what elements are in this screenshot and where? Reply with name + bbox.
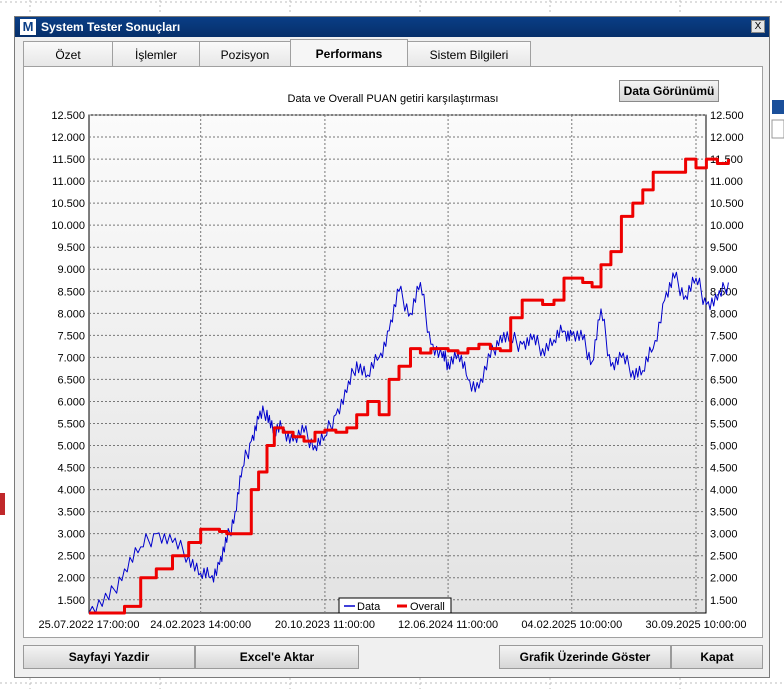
y-tick-label-left: 2.000	[57, 573, 85, 585]
app-logo-icon: M	[20, 19, 36, 35]
y-tick-label-left: 9.000	[57, 264, 85, 276]
y-tick-label-left: 11.500	[52, 154, 85, 166]
y-tick-label-right: 10.500	[710, 198, 744, 210]
legend-overall-label: Overall	[410, 601, 445, 613]
overall-series-line	[89, 157, 730, 615]
y-tick-label-left: 12.500	[51, 110, 85, 122]
y-tick-label-right: 3.500	[710, 507, 738, 519]
title-bar[interactable]: M System Tester Sonuçları X	[15, 17, 769, 37]
data-series-line	[88, 271, 729, 614]
tab-performans[interactable]: Performans	[290, 39, 408, 67]
window-title: System Tester Sonuçları	[41, 20, 181, 34]
system-tester-window: M System Tester Sonuçları X Özet İşlemle…	[14, 16, 770, 678]
performance-chart: 1.500 2.000 2.500 3.000 3.500 4.000 4.500 5.000…	[39, 110, 747, 631]
chart-title: Data ve Overall PUAN getiri karşılaştırm…	[287, 93, 499, 105]
y-tick-label-right: 1.500	[710, 595, 738, 607]
x-tick-label: 24.02.2023 14:00:00	[150, 619, 251, 631]
y-tick-label-right: 2.000	[710, 573, 738, 585]
data-view-button[interactable]: Data Görünümü	[619, 80, 719, 102]
close-window-button[interactable]: X	[751, 20, 765, 33]
y-tick-label-right: 6.500	[710, 374, 738, 386]
y-tick-label-right: 4.500	[710, 463, 738, 475]
y-tick-label-left: 4.500	[57, 463, 85, 475]
export-excel-button[interactable]: Excel'e Aktar	[195, 645, 359, 669]
y-tick-label-left: 10.500	[51, 198, 85, 210]
y-tick-label-right: 8.000	[710, 308, 738, 320]
y-tick-label-right: 2.500	[710, 551, 738, 563]
y-tick-label-right: 12.500	[710, 110, 744, 122]
footer-toolbar: Sayfayi Yazdir Excel'e Aktar Grafik Üzer…	[23, 645, 763, 669]
y-tick-label-left: 9.500	[57, 242, 85, 254]
tab-bar: Özet İşlemler Pozisyon Performans Sistem…	[23, 39, 531, 67]
y-tick-label-right: 8.500	[710, 286, 738, 298]
tab-sistem-bilgileri[interactable]: Sistem Bilgileri	[407, 41, 531, 67]
chart-legend: Data Overall	[338, 597, 452, 614]
y-tick-label-right: 3.000	[710, 529, 738, 541]
x-tick-label: 04.02.2025 10:00:00	[521, 619, 622, 631]
x-tick-label: 20.10.2023 11:00:00	[275, 619, 375, 631]
y-tick-label-left: 4.000	[57, 485, 85, 497]
y-tick-label-right: 12.000	[710, 132, 744, 144]
y-tick-label-left: 10.000	[51, 220, 85, 232]
y-tick-label-left: 7.500	[57, 330, 85, 342]
y-tick-label-left: 3.000	[57, 529, 85, 541]
y-tick-label-right: 5.500	[710, 418, 738, 430]
x-tick-label: 12.06.2024 11:00:00	[398, 619, 498, 631]
y-tick-label-right: 9.000	[710, 264, 738, 276]
show-on-chart-button[interactable]: Grafik Üzerinde Göster	[499, 645, 671, 669]
y-tick-label-left: 8.000	[57, 308, 85, 320]
y-tick-label-left: 5.500	[57, 418, 85, 430]
tab-pozisyon[interactable]: Pozisyon	[199, 41, 291, 67]
y-tick-label-right: 7.000	[710, 352, 738, 364]
x-tick-label: 30.09.2025 10:00:00	[646, 619, 747, 631]
y-tick-label-left: 5.000	[57, 441, 85, 453]
x-tick-label: 25.07.2022 17:00:00	[39, 619, 140, 631]
legend-data-label: Data	[357, 601, 381, 613]
y-tick-label-left: 7.000	[57, 352, 85, 364]
tab-islemler[interactable]: İşlemler	[112, 41, 200, 67]
y-tick-label-left: 12.000	[51, 132, 85, 144]
y-tick-label-right: 6.000	[710, 396, 738, 408]
y-tick-label-left: 2.500	[57, 551, 85, 563]
close-button[interactable]: Kapat	[671, 645, 763, 669]
y-tick-label-right: 10.000	[710, 220, 744, 232]
y-tick-label-right: 9.500	[710, 242, 738, 254]
y-tick-label-left: 11.000	[52, 176, 85, 188]
tab-ozet[interactable]: Özet	[23, 41, 113, 67]
y-tick-label-left: 6.500	[57, 374, 85, 386]
y-tick-label-left: 3.500	[57, 507, 85, 519]
y-tick-label-right: 11.000	[710, 176, 743, 188]
y-tick-label-left: 8.500	[57, 286, 85, 298]
y-tick-label-right: 4.000	[710, 485, 738, 497]
y-tick-label-left: 1.500	[57, 595, 85, 607]
print-page-button[interactable]: Sayfayi Yazdir	[23, 645, 195, 669]
y-tick-label-left: 6.000	[57, 396, 85, 408]
y-tick-label-right: 5.000	[710, 441, 738, 453]
y-tick-label-right: 7.500	[710, 330, 738, 342]
plot-area	[88, 114, 707, 614]
